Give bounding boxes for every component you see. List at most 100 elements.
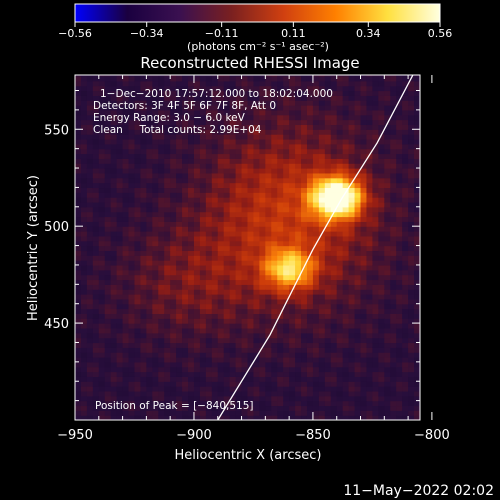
heatmap-cell (170, 105, 177, 111)
heatmap-cell (253, 221, 260, 227)
heatmap-cell (235, 129, 243, 135)
heatmap-cell (414, 172, 420, 179)
heatmap-cell (366, 294, 374, 300)
heatmap-cell (301, 255, 308, 261)
heatmap-cell (414, 221, 420, 227)
heatmap-cell (211, 352, 219, 358)
heatmap-cell (348, 395, 356, 402)
heatmap-cell (134, 279, 142, 285)
heatmap-cell (372, 95, 379, 101)
heatmap-cell (414, 129, 420, 135)
heatmap-cell (140, 129, 147, 135)
heatmap-cell (360, 274, 368, 281)
heatmap-cell (253, 187, 260, 193)
heatmap-cell (146, 395, 153, 402)
heatmap-cell (128, 332, 136, 339)
heatmap-cell (199, 298, 207, 305)
heatmap-cell (336, 134, 344, 140)
heatmap-cell (342, 143, 350, 150)
heatmap-cell (229, 240, 237, 247)
heatmap-cell (199, 405, 207, 411)
heatmap-cell (104, 415, 112, 420)
heatmap-cell (134, 245, 142, 252)
heatmap-cell (360, 376, 368, 382)
heatmap-cell (289, 395, 296, 402)
heatmap-cell (80, 332, 88, 339)
heatmap-cell (414, 226, 420, 232)
heatmap-cell (414, 75, 420, 77)
heatmap-cell (295, 245, 302, 252)
heatmap-cell (205, 260, 213, 266)
heatmap-cell (75, 376, 82, 382)
heatmap-cell (378, 376, 385, 382)
heatmap-cell (158, 410, 165, 416)
heatmap-cell (128, 381, 136, 387)
heatmap-cell (295, 168, 302, 174)
heatmap-cell (324, 289, 332, 295)
heatmap-cell (408, 279, 415, 285)
heatmap-cell (289, 313, 296, 319)
heatmap-cell (324, 390, 332, 397)
heatmap-cell (170, 376, 177, 382)
heatmap-cell (289, 148, 296, 155)
heatmap-cell (306, 85, 314, 92)
heatmap-cell (104, 298, 112, 305)
heatmap-cell (152, 100, 159, 106)
heatmap-cell (116, 366, 124, 373)
heatmap-cell (86, 182, 94, 189)
heatmap-cell (247, 337, 255, 344)
heatmap-cell (80, 85, 88, 92)
heatmap-cell (116, 211, 124, 218)
heatmap-cell (253, 201, 260, 208)
heatmap-cell (372, 303, 379, 310)
heatmap-cell (336, 240, 344, 247)
heatmap-cell (229, 168, 237, 174)
heatmap-cell (372, 90, 379, 96)
heatmap-cell (289, 376, 296, 382)
heatmap-cell (295, 410, 302, 416)
heatmap-cell (306, 216, 314, 222)
heatmap-cell (86, 75, 94, 77)
heatmap-cell (277, 201, 284, 208)
heatmap-cell (188, 105, 195, 111)
heatmap-cell (205, 264, 213, 271)
heatmap-cell (229, 177, 237, 184)
heatmap-cell (306, 366, 314, 373)
heatmap-cell (217, 226, 225, 232)
heatmap-cell (152, 303, 159, 310)
heatmap-cell (283, 357, 290, 363)
heatmap-cell (92, 124, 100, 130)
heatmap-cell (146, 172, 153, 179)
heatmap-cell (182, 381, 189, 387)
heatmap-cell (98, 129, 106, 135)
heatmap-cell (104, 361, 112, 368)
heatmap-cell (277, 294, 284, 300)
heatmap-cell (176, 269, 183, 276)
heatmap-cell (193, 172, 201, 179)
heatmap-cell (265, 168, 272, 174)
heatmap-cell (396, 138, 403, 145)
heatmap-cell (128, 415, 136, 420)
heatmap-cell (110, 303, 118, 310)
heatmap-cell (164, 235, 171, 242)
heatmap-cell (390, 327, 397, 334)
heatmap-cell (366, 85, 374, 92)
heatmap-cell (378, 192, 385, 198)
heatmap-cell (348, 371, 356, 377)
heatmap-cell (134, 327, 142, 334)
heatmap-cell (318, 255, 326, 261)
heatmap-cell (128, 342, 136, 348)
heatmap-cell (176, 410, 183, 416)
heatmap-cell (408, 313, 415, 319)
heatmap-cell (283, 381, 290, 387)
heatmap-cell (265, 138, 272, 145)
heatmap-cell (199, 376, 207, 382)
heatmap-cell (402, 318, 409, 324)
heatmap-cell (277, 143, 284, 150)
heatmap-cell (122, 226, 130, 232)
heatmap-cell (241, 75, 249, 77)
heatmap-cell (182, 366, 189, 373)
heatmap-cell (372, 114, 379, 121)
heatmap-cell (98, 75, 106, 82)
heatmap-cell (134, 114, 142, 121)
